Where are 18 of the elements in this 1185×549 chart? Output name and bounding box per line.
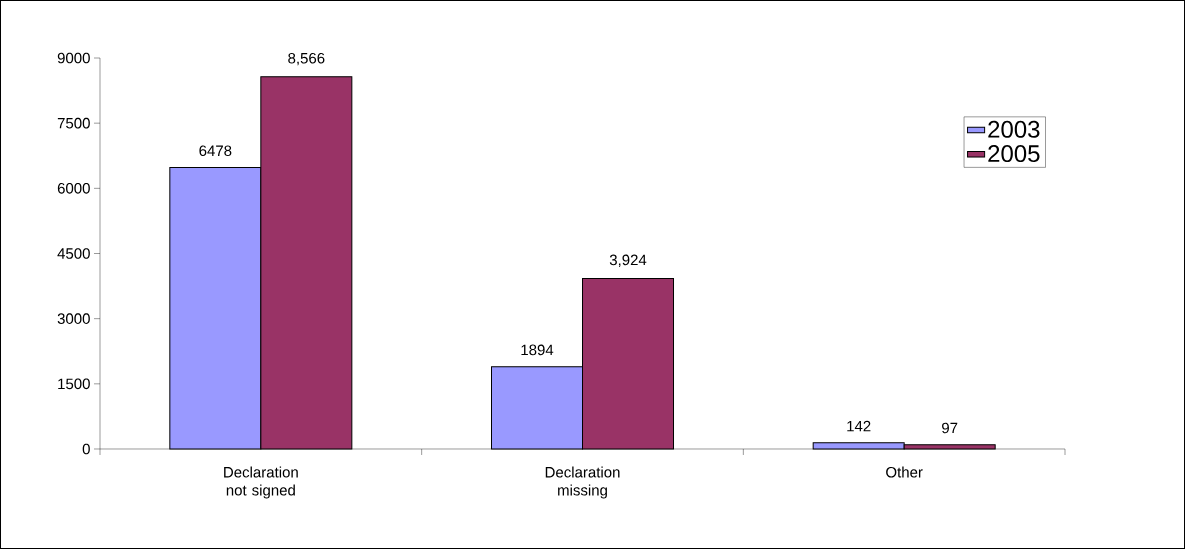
y-tick-label: 4500 xyxy=(57,248,90,259)
y-tick-label: 3000 xyxy=(57,313,90,324)
legend-label: 2003 xyxy=(988,120,1040,138)
x-tick-label: Declaration not signed xyxy=(224,466,298,499)
data-label: 6478 xyxy=(199,145,232,157)
legend-label: 2005 xyxy=(988,145,1040,163)
y-tick-label: 0 xyxy=(82,443,90,455)
y-tick-label: 7500 xyxy=(57,117,90,129)
y-tick-label: 1500 xyxy=(58,378,90,390)
data-label: 3,924 xyxy=(609,254,647,267)
data-label: 8,566 xyxy=(288,52,325,66)
y-tick-label: 9000 xyxy=(57,52,90,64)
data-label: 142 xyxy=(847,420,871,432)
data-label: 1894 xyxy=(521,344,554,356)
x-tick-label: Declaration missing xyxy=(545,466,620,499)
x-tick-label: Other xyxy=(886,466,923,478)
y-tick-label: 6000 xyxy=(57,183,90,194)
data-label: 97 xyxy=(942,422,958,434)
